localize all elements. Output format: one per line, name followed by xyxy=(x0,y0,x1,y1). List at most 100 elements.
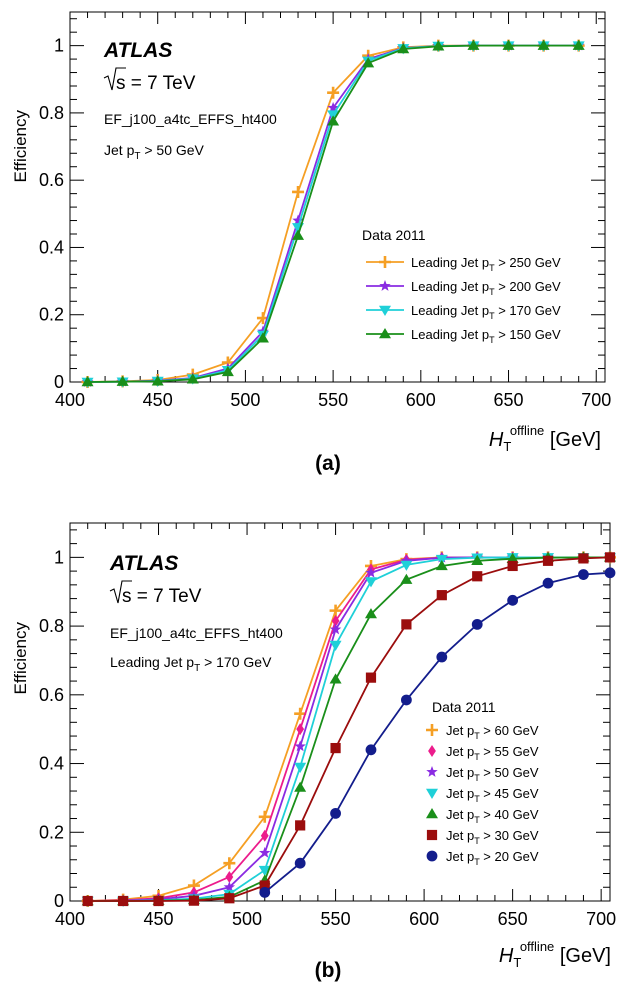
legend-marker xyxy=(426,766,438,777)
series-group-b xyxy=(81,551,616,907)
x-ticks-b: 400 450 500 550 600 650 700 xyxy=(55,523,616,929)
data-point xyxy=(364,608,377,619)
data-point xyxy=(432,40,445,51)
data-point xyxy=(401,619,412,630)
data-point xyxy=(329,640,342,651)
data-point xyxy=(365,744,377,756)
selection-sub-b: T xyxy=(194,663,200,674)
y-tick-label: 1 xyxy=(54,36,64,56)
legend-entry: Leading Jet pT > 150 GeV xyxy=(366,327,561,345)
data-point xyxy=(435,559,448,571)
legend-entry: Leading Jet pT > 200 GeV xyxy=(366,279,561,297)
trigger-label-b: EF_j100_a4tc_EFFS_ht400 xyxy=(110,625,283,641)
x-tick-label: 500 xyxy=(232,909,262,929)
data-point xyxy=(292,229,305,240)
legend-marker xyxy=(379,256,391,268)
data-point xyxy=(294,781,307,792)
data-point xyxy=(362,57,375,68)
data-point xyxy=(292,185,305,198)
legend-marker xyxy=(426,850,438,862)
data-point xyxy=(542,555,554,566)
data-point xyxy=(502,39,515,50)
data-point xyxy=(400,554,413,566)
legend-entry: Jet pT > 60 GeV xyxy=(426,723,539,741)
legend-entry: Jet pT > 50 GeV xyxy=(426,765,539,783)
y-axis-label-a: Efficiency xyxy=(11,110,30,183)
data-point xyxy=(329,623,342,635)
data-point xyxy=(604,567,616,579)
data-point xyxy=(224,893,235,904)
data-point xyxy=(223,857,236,870)
x-tick-label: 700 xyxy=(581,390,611,410)
x-axis-label-sub-a: T xyxy=(503,439,511,454)
x-tick-label: 600 xyxy=(406,390,436,410)
data-point xyxy=(329,604,342,617)
x-tick-label: 500 xyxy=(230,390,260,410)
legend-marker xyxy=(379,328,391,339)
data-point xyxy=(331,614,340,627)
legend-marker xyxy=(426,724,438,736)
selection-sub-a: T xyxy=(134,151,140,162)
y-tick-label: 0 xyxy=(54,891,64,911)
plot-frame-b xyxy=(69,522,611,902)
data-point xyxy=(365,672,377,683)
x-tick-label: 400 xyxy=(55,390,85,410)
legend-a: Data 2011 Leading Jet pT > 250 GeV Leadin… xyxy=(362,227,561,345)
legend-label: Jet pT > 60 GeV xyxy=(446,723,539,741)
x-tick-label: 700 xyxy=(586,909,616,929)
y-ticks-b: 0 0.2 0.4 0.6 0.8 1 xyxy=(39,529,610,911)
legend-entry: Jet pT > 40 GeV xyxy=(426,807,539,825)
data-point xyxy=(258,865,271,877)
data-point xyxy=(397,43,410,54)
data-point xyxy=(294,707,307,720)
legend-title-b: Data 2011 xyxy=(432,699,496,715)
data-point xyxy=(186,373,199,384)
data-point xyxy=(259,846,271,858)
y-tick-label: 0.8 xyxy=(39,616,64,636)
series-line xyxy=(87,556,611,902)
legend-title-a: Data 2011 xyxy=(362,227,426,243)
legend-label: Leading Jet pT > 200 GeV xyxy=(411,279,561,297)
x-tick-label: 450 xyxy=(144,909,174,929)
data-point xyxy=(436,651,448,663)
energy-label-a: s = 7 TeV xyxy=(116,73,196,94)
y-tick-label: 0.6 xyxy=(39,685,64,705)
data-point xyxy=(436,590,447,601)
data-point xyxy=(294,857,306,869)
selection-label-b: Leading Jet pT > 170 GeV xyxy=(110,654,272,674)
panel-a: 400 450 500 550 600 650 700 0 0.2 0.4 0.6 0.8 1 Eff… xyxy=(11,11,611,475)
x-axis-label-main-a: H xyxy=(489,429,504,451)
sqrt-sign-a xyxy=(103,67,126,91)
x-tick-label: 450 xyxy=(143,390,173,410)
data-point xyxy=(365,566,377,578)
data-point xyxy=(327,86,340,99)
sqrt-sign-b xyxy=(109,580,132,604)
data-point xyxy=(151,375,164,386)
legend-entry: Jet pT > 45 GeV xyxy=(426,786,539,804)
atlas-label-b: ATLAS xyxy=(109,552,178,575)
selection-label-a: Jet pT > 50 GeV xyxy=(104,142,205,162)
x-tick-label: 650 xyxy=(494,390,524,410)
series-line xyxy=(264,571,611,894)
data-point xyxy=(471,554,484,565)
x-tick-label: 650 xyxy=(498,909,528,929)
legend-label: Jet pT > 30 GeV xyxy=(446,828,539,846)
x-tick-label: 550 xyxy=(318,390,348,410)
data-point xyxy=(258,810,271,823)
data-point xyxy=(260,829,269,842)
data-point xyxy=(467,39,480,50)
y-tick-label: 0.8 xyxy=(39,103,64,123)
legend-entry: Leading Jet pT > 170 GeV xyxy=(366,303,561,321)
legend-marker xyxy=(428,745,436,757)
data-point xyxy=(604,552,616,563)
legend-marker xyxy=(426,788,438,799)
data-point xyxy=(259,887,271,898)
x-axis-label-main-b: H xyxy=(499,945,514,967)
legend-marker xyxy=(379,280,391,291)
x-ticks-a: 400 450 500 550 600 650 700 xyxy=(55,12,611,410)
energy-label-b: s = 7 TeV xyxy=(122,586,202,607)
data-point xyxy=(542,577,554,589)
data-point xyxy=(400,694,412,706)
data-point xyxy=(578,569,589,580)
